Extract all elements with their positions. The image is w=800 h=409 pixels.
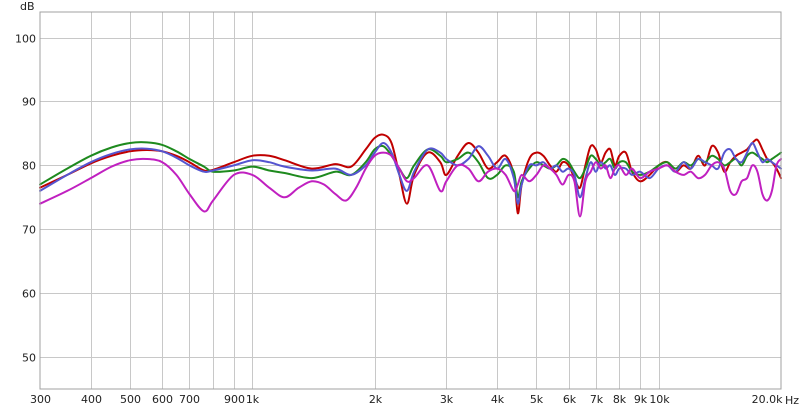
y-axis-unit: dB xyxy=(20,0,35,13)
x-tick-label: 10k xyxy=(649,393,670,406)
y-tick-labels: 50 60 70 80 90 100 xyxy=(15,33,36,365)
x-axis-unit: Hz xyxy=(785,394,799,407)
x-tick-label: 5k xyxy=(530,393,544,406)
y-tick-label: 100 xyxy=(15,33,36,46)
series-line-4 xyxy=(39,151,782,218)
x-tick-label: 8k xyxy=(613,393,627,406)
x-tick-label: 400 xyxy=(81,393,102,406)
x-tick-labels: 300 400 500 600 700 900 1k 2k 3k 4k 5k 6k 7k 8k 9k 10k 2… xyxy=(30,393,783,406)
y-tick-label: 50 xyxy=(22,352,36,365)
x-tick-label: 2k xyxy=(369,393,383,406)
x-tick-label: 600 xyxy=(152,393,173,406)
plot-area xyxy=(39,11,782,390)
plot-frame xyxy=(39,11,782,390)
series-layer xyxy=(39,133,782,218)
x-tick-label: 900 xyxy=(224,393,245,406)
y-grid xyxy=(40,38,781,358)
x-tick-label: 4k xyxy=(491,393,505,406)
x-tick-label: 700 xyxy=(179,393,200,406)
x-tick-label: 300 xyxy=(30,393,51,406)
y-tick-label: 70 xyxy=(22,224,36,237)
x-tick-label: 3k xyxy=(440,393,454,406)
x-tick-label: 500 xyxy=(120,393,141,406)
y-tick-label: 80 xyxy=(22,160,36,173)
y-tick-label: 90 xyxy=(22,96,36,109)
x-tick-label: 7k xyxy=(590,393,604,406)
y-tick-label: 60 xyxy=(22,288,36,301)
x-tick-label: 6k xyxy=(563,393,577,406)
x-tick-label: 1k xyxy=(246,393,260,406)
series-line-1 xyxy=(39,133,782,215)
x-tick-label: 9k xyxy=(634,393,648,406)
x-tick-label: 20.0k xyxy=(752,393,783,406)
